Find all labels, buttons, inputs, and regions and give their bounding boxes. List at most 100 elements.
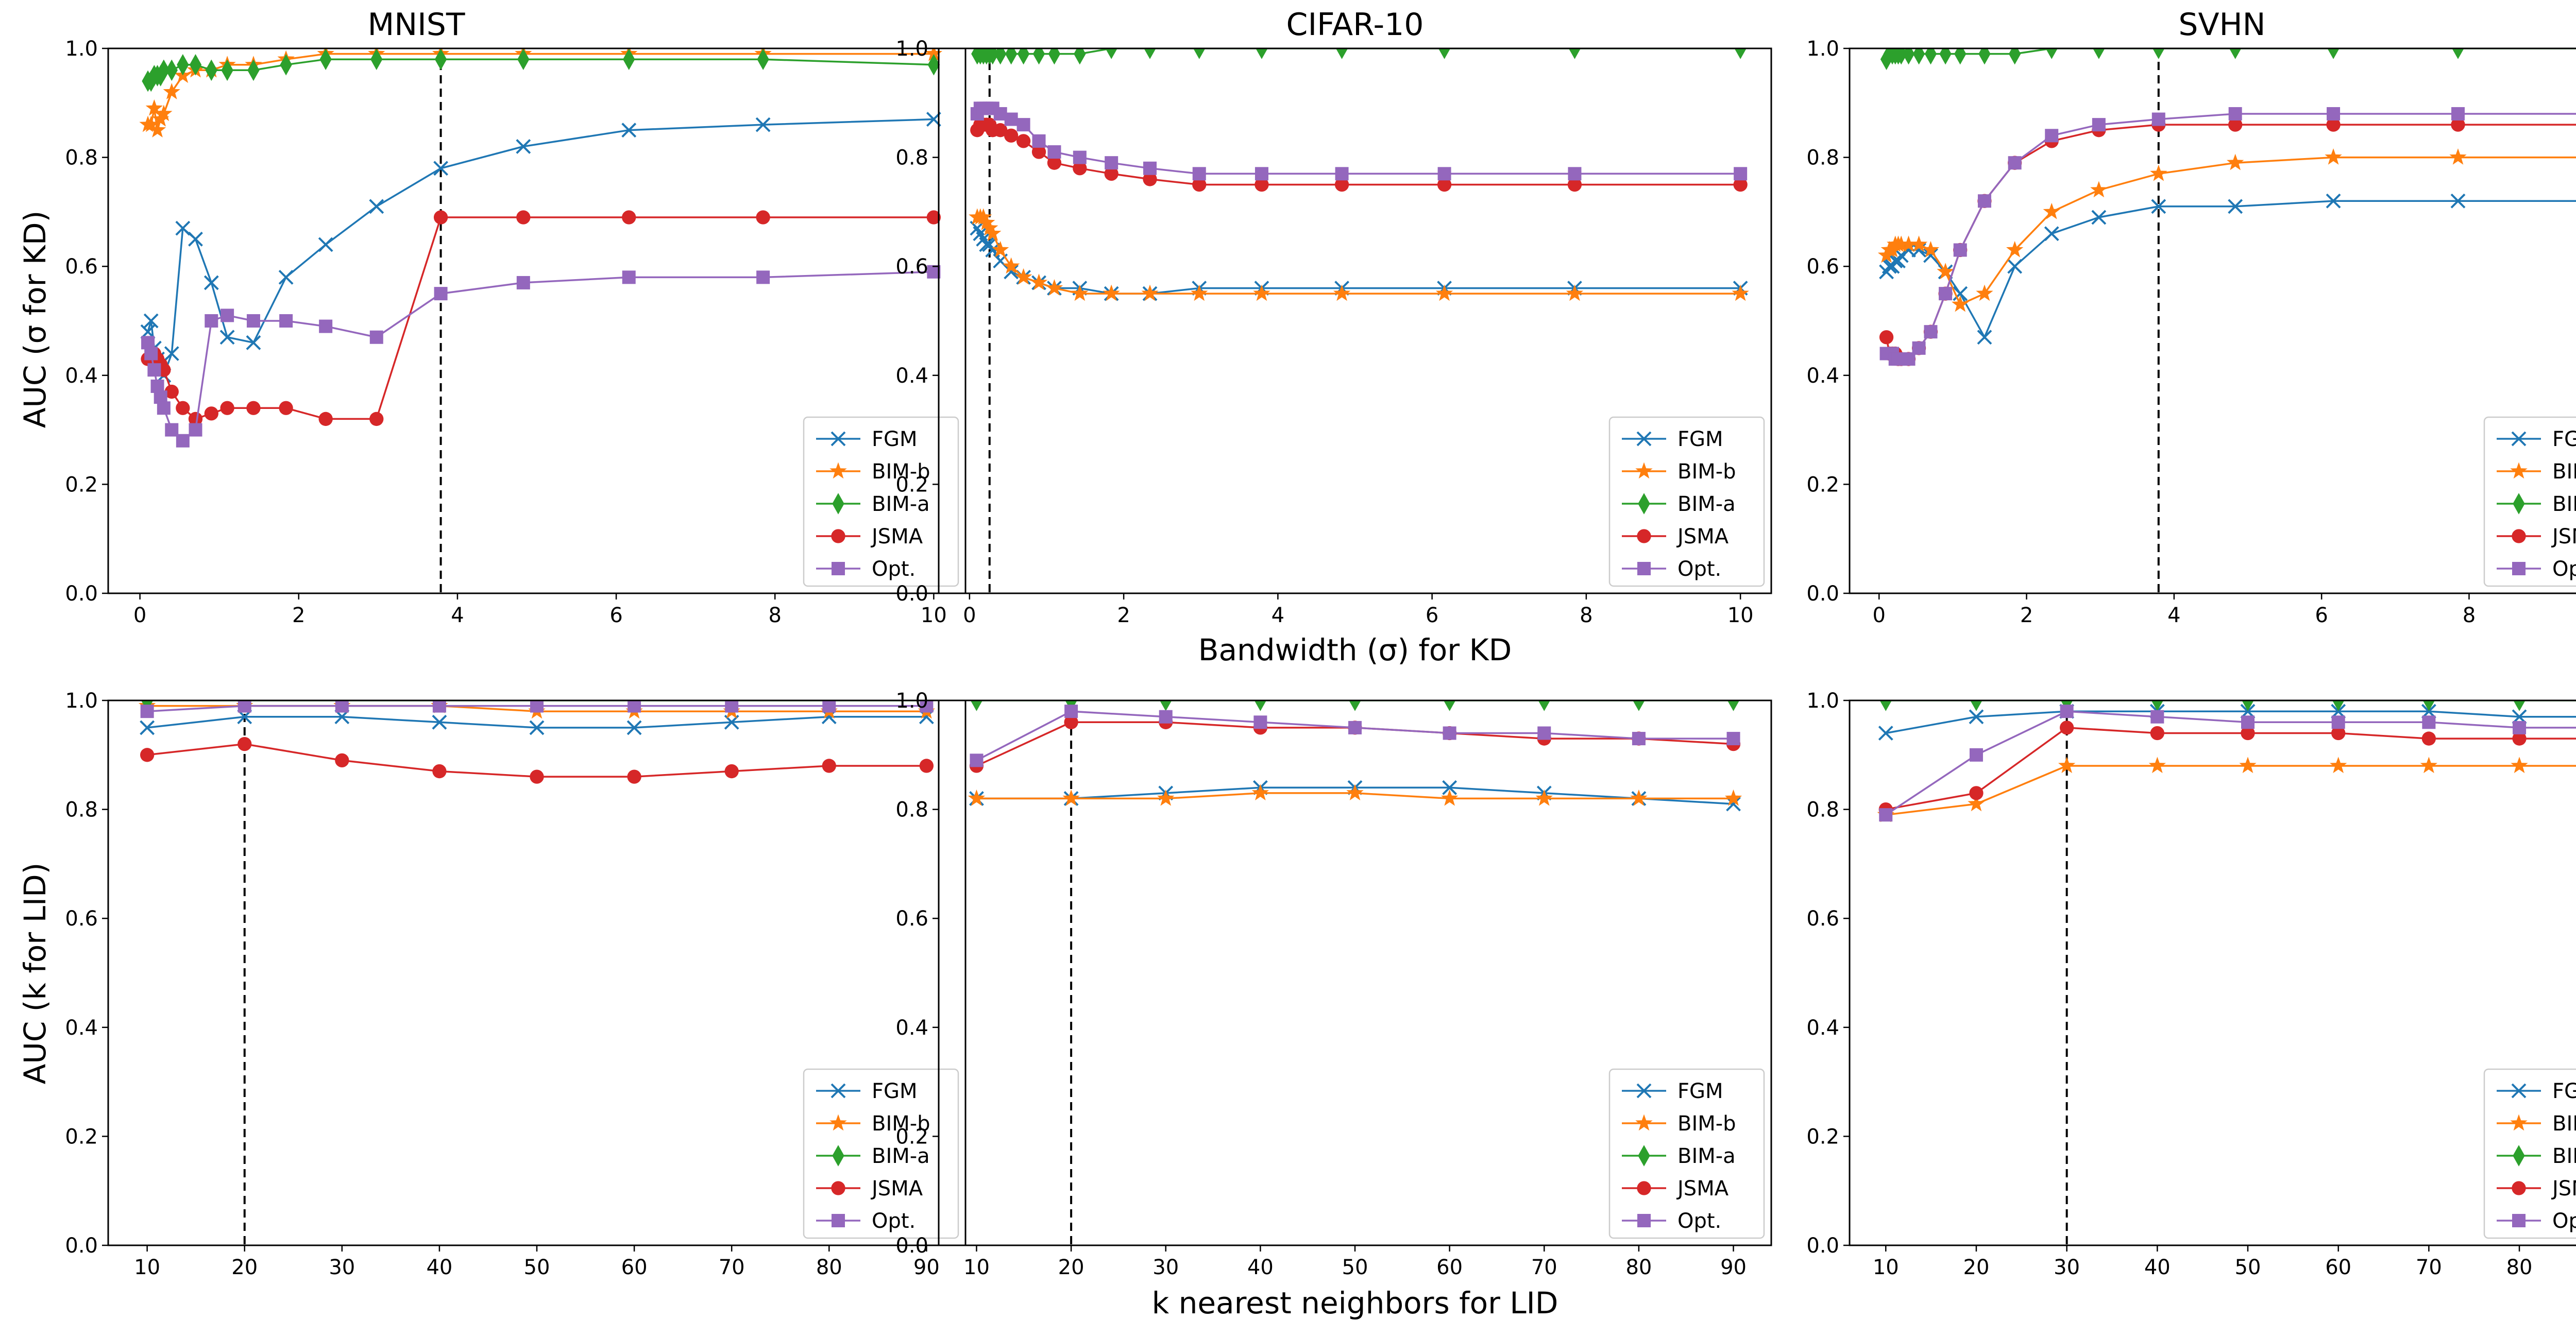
marker-square	[144, 347, 158, 361]
legend-entry: JSMA	[2497, 525, 2576, 548]
marker-star	[1635, 462, 1653, 479]
marker-diamond	[1638, 493, 1650, 515]
marker-stroke	[2044, 226, 2059, 242]
marker-square	[1064, 705, 1078, 718]
legend-label: JSMA	[1676, 1177, 1729, 1201]
marker-circle	[204, 406, 218, 421]
marker-square	[1047, 145, 1061, 159]
legend-label: BIM-b	[2552, 1112, 2576, 1136]
legend-label: FGM	[1677, 427, 1723, 451]
marker-square	[2512, 1214, 2526, 1227]
marker-diamond	[994, 48, 1007, 65]
marker-x	[1923, 248, 1938, 263]
marker-stroke	[2151, 199, 2166, 214]
x-tick-label: 80	[1625, 1256, 1652, 1279]
legend-label: Opt.	[1677, 557, 1721, 581]
legend: FGM BIM-b BIM-a JSMA Opt.	[803, 416, 959, 587]
marker-x	[188, 231, 203, 247]
marker-diamond	[1074, 48, 1086, 65]
legend-label: BIM-a	[1677, 492, 1736, 516]
marker-stroke	[626, 720, 642, 735]
axes-frame	[938, 699, 1772, 1246]
marker-diamond	[1633, 700, 1645, 711]
series-bim-a	[971, 48, 1747, 65]
legend-entry: Opt.	[1622, 1209, 1721, 1233]
series-jsma	[140, 736, 934, 784]
marker-circle	[1637, 529, 1651, 543]
panel-mnist-lid: 0.0 0.2 0.4 0.6 0.8 1.0 10 20 30 40 50 60 70 80 90 FGM B…	[65, 689, 967, 1279]
marker-diamond	[2452, 48, 2464, 59]
marker-circle	[176, 401, 190, 415]
marker-square	[920, 700, 934, 713]
legend-entry: FGM	[2497, 427, 2576, 451]
marker-x	[831, 1083, 846, 1099]
plot-area	[968, 700, 1742, 1245]
marker-x	[2326, 193, 2341, 209]
legend-label: FGM	[1677, 1079, 1723, 1103]
marker-square	[1143, 161, 1157, 175]
marker-star	[1440, 789, 1459, 806]
x-tick-label: 60	[1436, 1256, 1463, 1279]
row1-ylabel: AUC (σ for KD)	[18, 211, 53, 428]
marker-star	[992, 241, 1009, 258]
marker-star	[1630, 789, 1648, 806]
marker-stroke	[1953, 286, 1968, 301]
marker-circle	[516, 210, 531, 225]
legend-entry: BIM-a	[816, 492, 930, 516]
marker-circle	[756, 210, 770, 225]
x-tick-label: 10	[1727, 604, 1754, 627]
legend-label: JSMA	[2551, 1177, 2576, 1201]
marker-square	[2513, 721, 2527, 734]
legend-frame	[803, 1068, 959, 1239]
marker-star	[1732, 284, 1749, 301]
marker-circle	[1104, 166, 1118, 181]
marker-circle	[246, 401, 261, 415]
marker-diamond	[2242, 700, 2254, 711]
marker-square	[970, 753, 984, 767]
x-tick-label: 0	[963, 604, 976, 627]
marker-star	[968, 789, 986, 806]
marker-x	[318, 237, 333, 252]
y-tick-label: 0.0	[1806, 582, 1839, 606]
marker-star	[2510, 462, 2528, 479]
marker-square	[147, 363, 161, 377]
marker-square	[1437, 167, 1451, 181]
x-tick-label: 60	[621, 1256, 648, 1279]
panel-title: CIFAR-10	[1286, 7, 1424, 43]
y-tick-label: 0.6	[65, 907, 98, 931]
marker-circle	[1064, 715, 1078, 729]
marker-stroke	[755, 117, 771, 132]
marker-star	[829, 462, 847, 479]
marker-circle	[318, 412, 333, 426]
y-tick-label: 0.6	[1806, 255, 1839, 279]
y-tick-label: 1.0	[1806, 37, 1839, 61]
marker-circle	[220, 401, 234, 415]
marker-square	[2092, 118, 2106, 132]
marker-x	[175, 220, 191, 236]
y-tick-label: 0.0	[65, 582, 98, 606]
marker-x	[831, 431, 846, 447]
marker-stroke	[985, 243, 1001, 258]
marker-diamond	[1879, 700, 1892, 711]
marker-circle	[831, 1181, 845, 1195]
y-tick-label: 0.4	[65, 364, 98, 388]
marker-x	[1977, 330, 1992, 345]
marker-x	[2228, 199, 2243, 214]
marker-star	[1535, 789, 1553, 806]
x-tick-label: 30	[329, 1256, 355, 1279]
marker-stroke	[278, 269, 294, 285]
marker-square	[2228, 107, 2242, 121]
legend-entry: BIM-b	[1622, 460, 1736, 484]
marker-diamond	[165, 59, 178, 81]
marker-star	[984, 225, 1002, 241]
marker-star	[829, 1114, 847, 1131]
y-tick-label: 0.8	[895, 146, 928, 170]
marker-square	[434, 287, 448, 301]
legend-label: Opt.	[1677, 1209, 1721, 1233]
y-tick-label: 1.0	[65, 689, 98, 713]
row2-ylabel: AUC (k for LID)	[18, 863, 53, 1085]
legend-entry: BIM-b	[816, 1112, 930, 1136]
marker-circle	[433, 210, 448, 225]
series-bim-a	[1880, 48, 2576, 70]
marker-star	[1045, 279, 1063, 296]
